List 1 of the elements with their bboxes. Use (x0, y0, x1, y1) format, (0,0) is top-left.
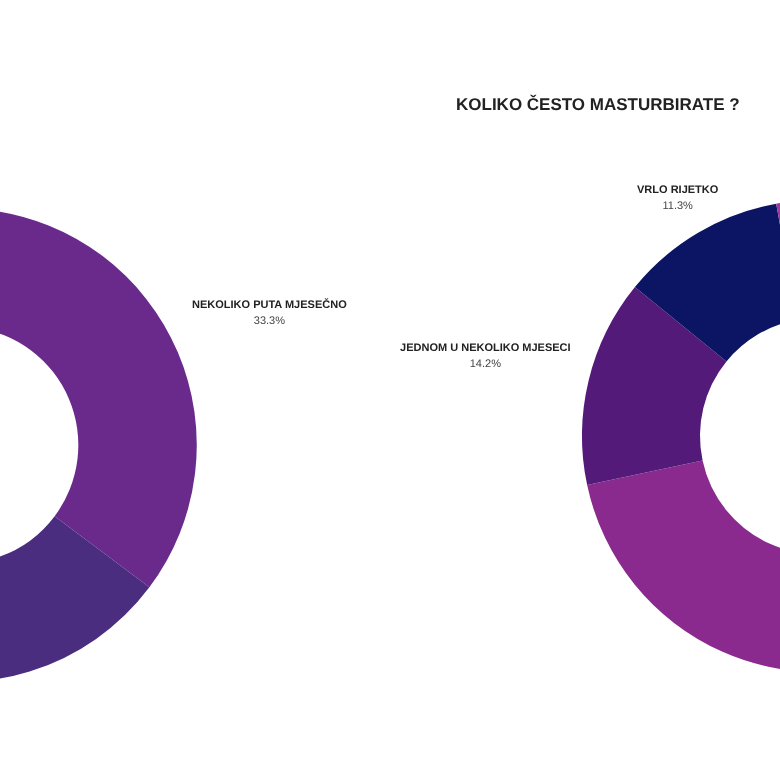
chart-title: KOLIKO ČESTO MASTURBIRATE ? (456, 94, 740, 114)
